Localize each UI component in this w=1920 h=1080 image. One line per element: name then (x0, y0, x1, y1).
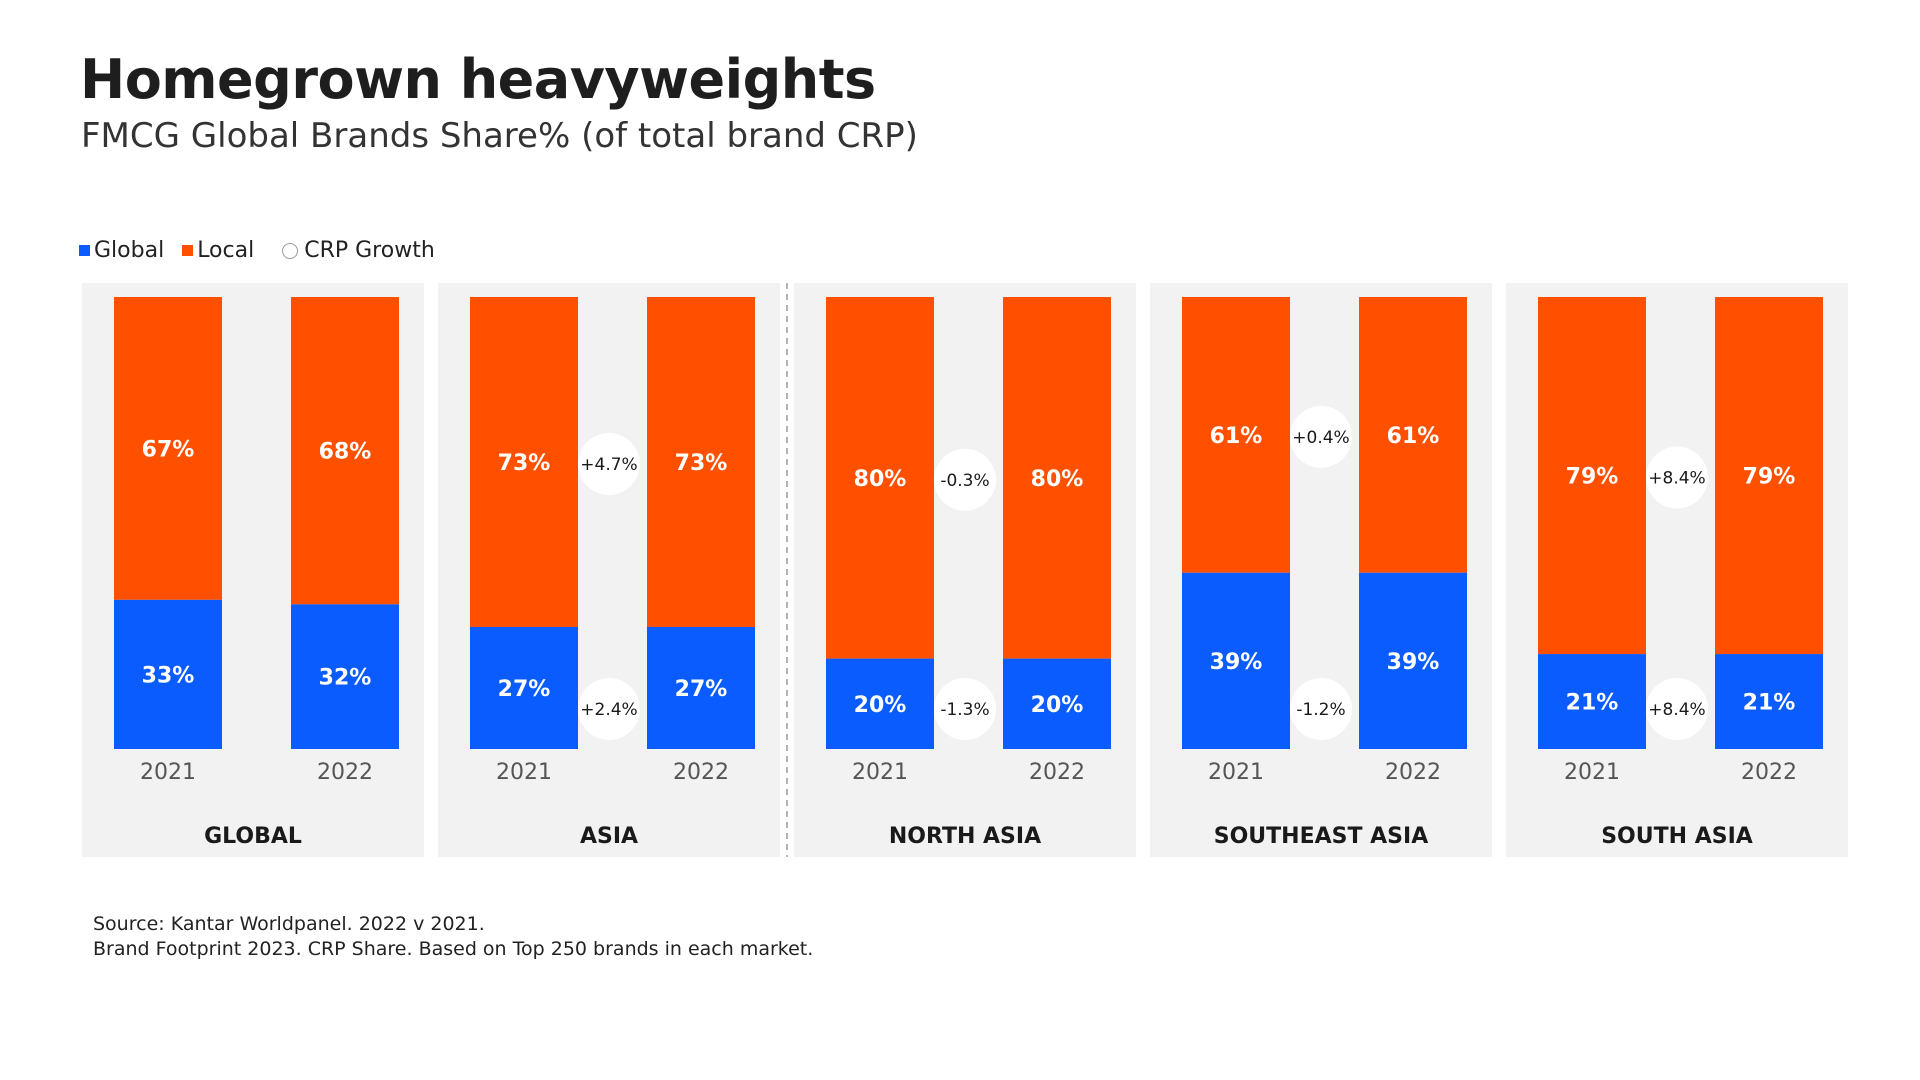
label-local-north-asia-2021: 80% (854, 467, 907, 492)
bar-global-global-2021 (114, 599, 222, 749)
growth-bubble-local-southeast-asia (1290, 405, 1352, 468)
growth-label-local-north-asia: -0.3% (940, 471, 989, 491)
growth-bubble-local-south-asia (1646, 446, 1708, 509)
bar-global-asia-2022 (647, 626, 755, 749)
label-global-global-2022: 32% (319, 666, 372, 691)
legend-label-local: Local (197, 238, 255, 263)
footnote: Source: Kantar Worldpanel. 2022 v 2021. … (93, 912, 813, 962)
growth-label-global-southeast-asia: -1.2% (1296, 700, 1345, 720)
chart-title: Homegrown heavyweights (80, 48, 876, 111)
bar-local-asia-2021 (470, 297, 578, 627)
bar-global-north-asia-2021 (826, 658, 934, 749)
growth-bubble-global-south-asia (1646, 678, 1708, 740)
tick-label-global-2022: 2022 (317, 760, 373, 785)
bar-local-southeast-asia-2022 (1359, 297, 1467, 573)
bar-local-north-asia-2022 (1003, 297, 1111, 659)
legend-item-global: Global (79, 238, 164, 263)
chart-subtitle: FMCG Global Brands Share% (of total bran… (81, 116, 918, 156)
legend-label-global: Global (94, 238, 165, 263)
bar-global-south-asia-2021 (1538, 654, 1646, 749)
growth-label-local-south-asia: +8.4% (1648, 469, 1705, 489)
label-global-north-asia-2021: 20% (854, 693, 907, 718)
label-global-global-2021: 33% (142, 663, 195, 688)
growth-bubble-global-north-asia (934, 678, 996, 740)
group-label-southeast-asia: SOUTHEAST ASIA (1214, 824, 1428, 849)
growth-label-global-south-asia: +8.4% (1648, 700, 1705, 720)
tick-label-global-2021: 2021 (140, 760, 196, 785)
bar-global-south-asia-2022 (1715, 654, 1823, 749)
bar-local-southeast-asia-2021 (1182, 297, 1290, 573)
bar-local-north-asia-2021 (826, 297, 934, 659)
tick-label-asia-2022: 2022 (673, 760, 729, 785)
legend-swatch-global (79, 245, 90, 256)
label-local-south-asia-2021: 79% (1566, 465, 1619, 490)
growth-bubble-global-asia (578, 678, 640, 740)
bar-local-south-asia-2022 (1715, 297, 1823, 655)
growth-label-global-asia: +2.4% (580, 700, 637, 720)
bar-local-south-asia-2021 (1538, 297, 1646, 655)
tick-label-southeast-asia-2022: 2022 (1385, 760, 1441, 785)
tick-label-asia-2021: 2021 (496, 760, 552, 785)
growth-bubble-local-asia (578, 432, 640, 495)
bar-global-north-asia-2022 (1003, 658, 1111, 749)
group-label-asia: ASIA (580, 824, 638, 849)
label-local-southeast-asia-2022: 61% (1387, 424, 1440, 449)
bar-local-global-2021 (114, 297, 222, 600)
label-global-southeast-asia-2021: 39% (1210, 650, 1263, 675)
growth-label-local-southeast-asia: +0.4% (1292, 428, 1349, 448)
label-global-south-asia-2021: 21% (1566, 691, 1619, 716)
group-label-global: GLOBAL (204, 824, 302, 849)
label-global-asia-2021: 27% (498, 677, 551, 702)
tick-label-southeast-asia-2021: 2021 (1208, 760, 1264, 785)
bar-global-asia-2021 (470, 626, 578, 749)
label-global-southeast-asia-2022: 39% (1387, 650, 1440, 675)
footnote-note: Brand Footprint 2023. CRP Share. Based o… (93, 938, 814, 960)
growth-label-global-north-asia: -1.3% (940, 700, 989, 720)
legend: Global Local CRP Growth (79, 238, 453, 263)
footnote-source: Source: Kantar Worldpanel. 2022 v 2021. (93, 913, 485, 935)
label-local-southeast-asia-2021: 61% (1210, 424, 1263, 449)
legend-label-crp-growth: CRP Growth (304, 238, 435, 263)
bar-local-global-2022 (291, 297, 399, 605)
tick-label-north-asia-2022: 2022 (1029, 760, 1085, 785)
circle-icon (282, 242, 299, 259)
bar-global-southeast-asia-2022 (1359, 572, 1467, 749)
label-local-south-asia-2022: 79% (1743, 465, 1796, 490)
legend-swatch-local (182, 245, 194, 256)
group-label-north-asia: NORTH ASIA (889, 824, 1041, 849)
label-global-north-asia-2022: 20% (1031, 693, 1084, 718)
tick-label-south-asia-2021: 2021 (1564, 760, 1620, 785)
bar-local-asia-2022 (647, 297, 755, 627)
label-global-south-asia-2022: 21% (1743, 691, 1796, 716)
tick-label-south-asia-2022: 2022 (1741, 760, 1797, 785)
label-local-asia-2021: 73% (498, 451, 551, 476)
bar-global-southeast-asia-2021 (1182, 572, 1290, 749)
growth-bubble-local-north-asia (934, 448, 996, 511)
group-label-south-asia: SOUTH ASIA (1601, 824, 1753, 849)
growth-bubble-global-southeast-asia (1290, 678, 1352, 740)
legend-item-local: Local (182, 238, 254, 263)
legend-item-crp-growth: CRP Growth (272, 238, 435, 263)
label-global-asia-2022: 27% (675, 677, 728, 702)
tick-label-north-asia-2021: 2021 (852, 760, 908, 785)
label-local-asia-2022: 73% (675, 451, 728, 476)
label-local-global-2021: 67% (142, 437, 195, 462)
growth-label-local-asia: +4.7% (580, 455, 637, 475)
label-local-global-2022: 68% (319, 440, 372, 465)
label-local-north-asia-2022: 80% (1031, 467, 1084, 492)
bar-global-global-2022 (291, 604, 399, 749)
